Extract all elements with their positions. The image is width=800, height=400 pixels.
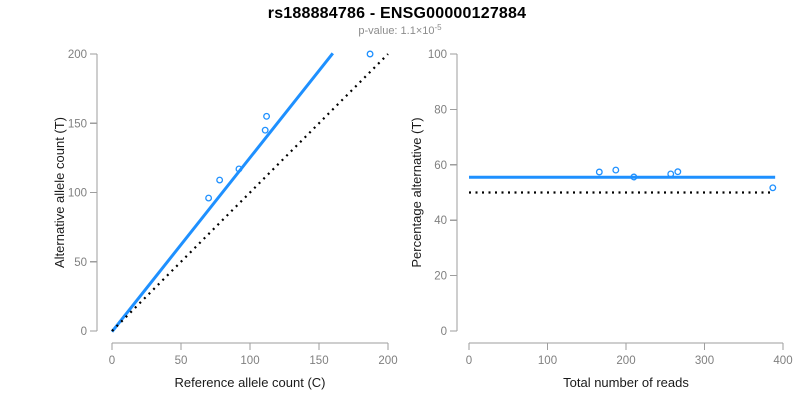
identity-line [111, 53, 389, 332]
data-point [595, 168, 603, 176]
y-tick-label: 60 [434, 160, 447, 172]
y-tick-label: 0 [441, 326, 447, 338]
data-point [674, 168, 682, 176]
y-tick-label: 20 [434, 271, 447, 283]
x-tick-label: 150 [309, 355, 328, 367]
x-axis-title: Reference allele count (C) [174, 375, 325, 390]
y-tick-label: 100 [428, 49, 447, 61]
data-point [263, 112, 271, 120]
x-tick-label: 0 [466, 355, 472, 367]
fit-line [110, 52, 334, 333]
y-axis-title: Percentage alternative (T) [409, 117, 424, 267]
x-tick-label: 50 [175, 355, 188, 367]
data-point [205, 194, 213, 202]
y-tick-label: 100 [68, 188, 87, 200]
data-point [216, 176, 224, 184]
data-point [612, 166, 620, 174]
y-tick-label: 150 [68, 118, 87, 130]
y-tick-label: 80 [434, 104, 447, 116]
x-tick-label: 0 [109, 355, 115, 367]
data-point [261, 126, 269, 134]
subtitle-pvalue-text: p-value: 1.1×10 [358, 25, 435, 37]
y-axis-title: Alternative allele count (T) [52, 117, 67, 268]
y-tick-label: 0 [81, 326, 87, 338]
subtitle-exponent: -5 [434, 23, 442, 32]
x-tick-label: 400 [773, 355, 792, 367]
x-tick-label: 300 [695, 355, 714, 367]
figure-title: rs188884786 - ENSG00000127884 [267, 5, 527, 22]
x-axis-title: Total number of reads [563, 375, 689, 390]
y-tick-label: 40 [434, 215, 447, 227]
data-point [235, 165, 243, 173]
x-tick-label: 200 [616, 355, 635, 367]
y-tick-label: 50 [74, 257, 87, 269]
x-tick-label: 200 [378, 355, 397, 367]
data-point [667, 170, 675, 178]
data-point [630, 173, 638, 181]
y-tick-label: 200 [68, 49, 87, 61]
figure-subtitle: p-value: 1.1×10-5 [0, 23, 800, 37]
data-point [366, 50, 374, 58]
percentage-scatter: 0 100 200 300 400 0 20 40 60 80 100 Total number of… [409, 49, 793, 390]
data-point [769, 184, 777, 192]
allele-count-scatter: 0 50 100 150 200 0 50 100 150 200 Reference allele… [52, 49, 398, 390]
x-tick-label: 100 [538, 355, 557, 367]
x-tick-label: 100 [240, 355, 259, 367]
